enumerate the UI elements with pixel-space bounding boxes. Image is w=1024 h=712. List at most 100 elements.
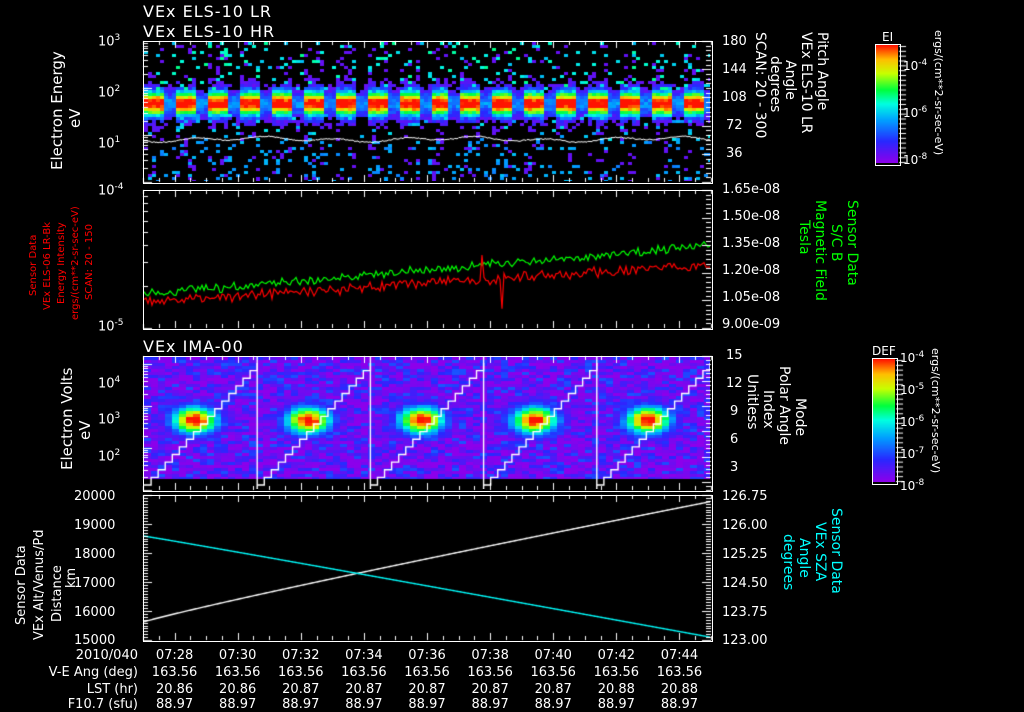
panel3-rtick-12: 12 <box>726 376 743 391</box>
panel4-ytick-3: 17000 <box>74 576 116 591</box>
panel3-yaxis-label-unit: eV <box>76 420 94 441</box>
time-label: 07:40 <box>534 648 572 663</box>
panel3-colorbar-name: DEF <box>872 344 896 358</box>
panel3-cbtick-0: 10-4 <box>900 350 925 365</box>
panel1-raxis-angle: Angle <box>782 60 798 100</box>
panel1-ytick-1e1: 101 <box>98 135 121 152</box>
panel1-cbtick-1: 10-6 <box>903 105 928 120</box>
panel4-rtick-2: 125.25 <box>722 547 768 562</box>
panel2-rtick-5: 9.00e-09 <box>722 317 781 332</box>
time-label: 07:36 <box>408 648 446 663</box>
time-label: 07:32 <box>282 648 320 663</box>
f107-value: 88.97 <box>660 697 699 712</box>
panel1-colorbar-name: EI <box>882 30 894 44</box>
panel1-plot-area[interactable] <box>143 41 713 184</box>
time-label: 07:30 <box>218 648 257 663</box>
panel4-raxis-angle: Angle <box>796 538 812 578</box>
panel4-plot-area[interactable] <box>143 495 713 642</box>
lst-value: 20.86 <box>219 682 257 697</box>
panel4-rtick-1: 126.00 <box>722 518 768 533</box>
ve-ang-value: 163.56 <box>341 665 387 680</box>
panel2-raxis-sensor-data: Sensor Data <box>844 200 860 286</box>
panel4-yaxis-instrument: VEx Alt/Venus/Pd <box>32 529 47 640</box>
panel1-colorbar-unit: ergs/(cm**2-sr-sec-eV) <box>932 30 945 156</box>
panel3-cbtick-1: 10-5 <box>900 382 925 397</box>
panel2-yaxis-unit: ergs/(cm**2-sr-sec-eV) <box>70 206 81 320</box>
table-row-label-1: V-E Ang (deg) <box>48 665 138 680</box>
panel3-raxis-unitless: Unitless <box>744 374 760 430</box>
panel1-raxis-scan: SCAN: 20 - 300 <box>752 32 768 139</box>
panel1-yaxis-label-main: Electron Energy <box>48 51 66 170</box>
panel2-plot-area[interactable] <box>143 190 713 330</box>
ve-ang-value: 163.56 <box>467 665 513 680</box>
lst-value: 20.86 <box>155 682 194 697</box>
panel3-cbtick-2: 10-6 <box>900 414 925 429</box>
f107-value: 88.97 <box>597 697 635 712</box>
panel3-raxis-polar-angle: Polar Angle <box>776 366 792 446</box>
panel3-rtick-6: 6 <box>730 432 739 447</box>
ve-ang-value: 163.56 <box>214 665 261 680</box>
ve-ang-value: 163.56 <box>151 665 198 680</box>
panel3-plot-area[interactable] <box>143 356 713 492</box>
time-label: 07:38 <box>471 648 509 663</box>
panel4-rtick-3: 124.50 <box>722 576 768 591</box>
panel2-yaxis-quantity: Energy Intensity <box>56 222 67 304</box>
panel1-rtick-36: 36 <box>726 146 743 161</box>
panel3-raxis-index: Index <box>760 390 776 429</box>
panel4-raxis-degrees: degrees <box>780 534 796 591</box>
f107-value: 88.97 <box>534 697 572 712</box>
panel1-cbtick-0: 10-4 <box>903 58 928 73</box>
panel4-yaxis-sensor-data: Sensor Data <box>14 545 29 625</box>
panel2-yaxis-instrument: VEx ELS-06 LR-Bk <box>42 221 53 310</box>
panel1-cbtick-2: 10-8 <box>903 152 928 167</box>
panel3-ytick-1e2: 102 <box>98 448 121 465</box>
lst-value: 20.87 <box>471 682 509 697</box>
panel2-raxis-sc-b: S/C B <box>828 224 844 262</box>
panel4-rtick-4: 123.75 <box>722 605 768 620</box>
panel1-rtick-180: 180 <box>722 34 747 49</box>
lst-value: 20.88 <box>660 682 699 697</box>
panel1-colorbar <box>875 44 901 166</box>
panel2-yaxis-scan: SCAN: 20 - 150 <box>84 224 95 300</box>
panel3-rtick-15: 15 <box>726 348 743 363</box>
panel4-ytick-5: 15000 <box>74 633 116 648</box>
lst-value: 20.87 <box>345 682 383 697</box>
panel2-rtick-1: 1.50e-08 <box>722 209 781 224</box>
ve-ang-value: 163.56 <box>404 665 450 680</box>
panel3-title: VEx IMA-00 <box>143 337 244 356</box>
panel3-ytick-1e3: 103 <box>98 411 121 428</box>
f107-value: 88.97 <box>155 697 194 712</box>
panel2-yaxis-sensor-data: Sensor Data <box>28 234 39 296</box>
panel2-ytick-bottom: 10-5 <box>98 318 124 335</box>
f107-value: 88.97 <box>408 697 446 712</box>
lst-value: 20.87 <box>408 682 446 697</box>
panel1-rtick-144: 144 <box>722 62 747 77</box>
panel2-raxis-magnetic-field: Magnetic Field <box>812 200 828 301</box>
panel3-yaxis-label-main: Electron Volts <box>58 367 76 470</box>
panel3-ytick-1e4: 104 <box>98 375 121 392</box>
ve-ang-value: 163.56 <box>593 665 640 680</box>
f107-value: 88.97 <box>282 697 320 712</box>
panel1-rtick-72: 72 <box>726 118 743 133</box>
panel3-colorbar-unit: ergs/(cm**2-sr-sec-eV) <box>929 348 942 474</box>
lst-value: 20.87 <box>534 682 572 697</box>
panel1-raxis-degrees: degrees <box>767 56 783 113</box>
ve-ang-value: 163.56 <box>530 665 576 680</box>
f107-value: 88.97 <box>471 697 509 712</box>
panel3-colorbar <box>872 358 898 485</box>
panel4-ytick-1: 19000 <box>74 518 116 533</box>
lst-value: 20.88 <box>597 682 635 697</box>
panel4-raxis-sensor-data: Sensor Data <box>828 508 844 594</box>
panel1-title-lr: VEx ELS-10 LR <box>143 2 273 21</box>
table-row-label-2: LST (hr) <box>86 682 138 697</box>
time-label: 07:34 <box>345 648 383 663</box>
panel4-ytick-2: 18000 <box>74 547 116 562</box>
panel2-raxis-tesla: Tesla <box>796 220 812 255</box>
lst-value: 20.87 <box>282 682 320 697</box>
panel2-rtick-0: 1.65e-08 <box>722 182 781 197</box>
table-row-label-3: F10.7 (sfu) <box>67 697 138 712</box>
panel3-cbtick-3: 10-7 <box>900 446 925 461</box>
panel3-cbtick-4: 10-8 <box>900 478 925 493</box>
ve-ang-value: 163.56 <box>278 665 324 680</box>
panel2-rtick-2: 1.35e-08 <box>722 236 781 251</box>
